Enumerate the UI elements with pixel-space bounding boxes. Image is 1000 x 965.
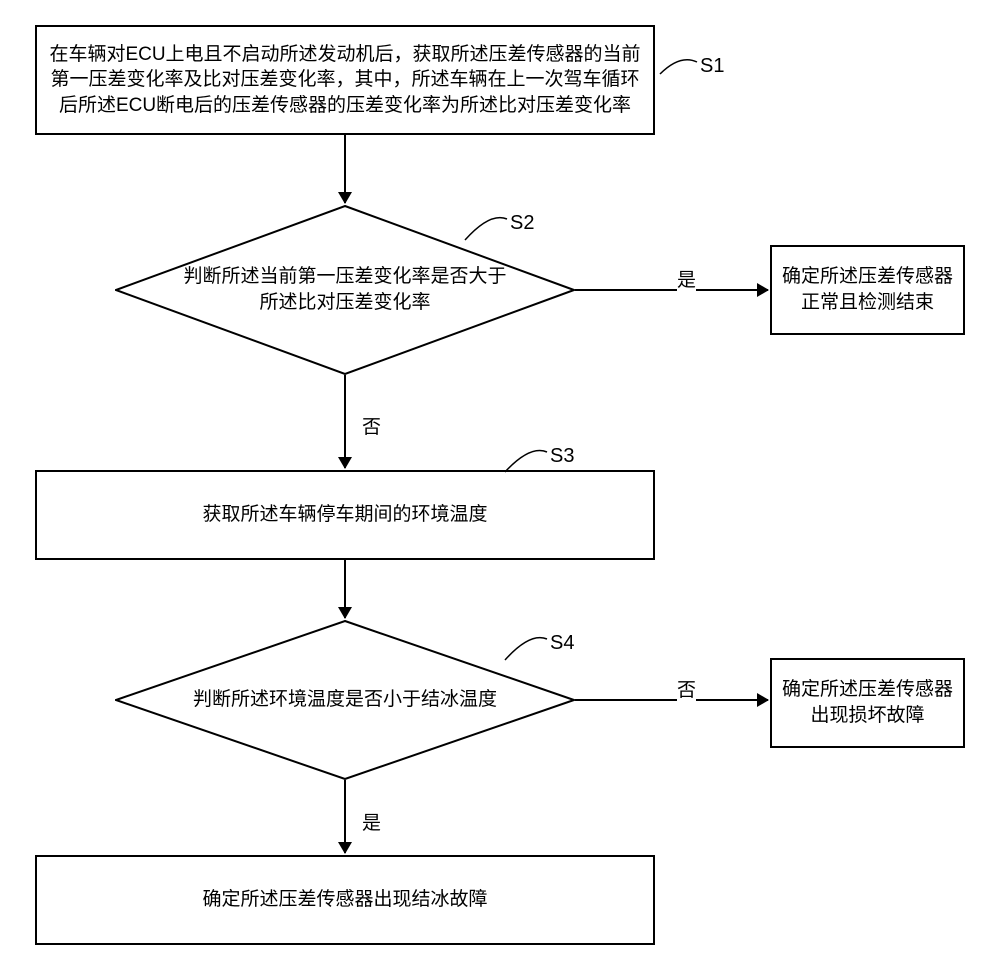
edge-label-s4-yes: 是	[362, 808, 381, 835]
step-label-s4: S4	[550, 632, 574, 655]
flowchart-container: 在车辆对ECU上电且不启动所述发动机后，获取所述压差传感器的当前第一压差变化率及…	[0, 0, 1000, 965]
node-s2: 判断所述当前第一压差变化率是否大于所述比对压差变化率	[115, 205, 575, 375]
step-label-s2: S2	[510, 212, 534, 235]
node-s5: 确定所述压差传感器出现结冰故障	[35, 855, 655, 945]
node-s4-no-text: 确定所述压差传感器出现损坏故障	[782, 677, 953, 728]
node-s2-text: 判断所述当前第一压差变化率是否大于所述比对压差变化率	[115, 205, 575, 375]
edge-label-s2-no: 否	[362, 412, 381, 439]
edge-label-s2-yes: 是	[677, 265, 696, 292]
node-s3: 获取所述车辆停车期间的环境温度	[35, 470, 655, 560]
edge-label-s4-no: 否	[677, 675, 696, 702]
node-s2-yes-text: 确定所述压差传感器正常且检测结束	[782, 264, 953, 315]
node-s2-yes: 确定所述压差传感器正常且检测结束	[770, 245, 965, 335]
node-s5-text: 确定所述压差传感器出现结冰故障	[202, 887, 487, 913]
step-label-s1: S1	[700, 55, 724, 78]
node-s4-no: 确定所述压差传感器出现损坏故障	[770, 658, 965, 748]
step-label-s3: S3	[550, 445, 574, 468]
node-s4: 判断所述环境温度是否小于结冰温度	[115, 620, 575, 780]
node-s3-text: 获取所述车辆停车期间的环境温度	[202, 502, 487, 528]
node-s1-text: 在车辆对ECU上电且不启动所述发动机后，获取所述压差传感器的当前第一压差变化率及…	[47, 42, 643, 119]
node-s1: 在车辆对ECU上电且不启动所述发动机后，获取所述压差传感器的当前第一压差变化率及…	[35, 25, 655, 135]
node-s4-text: 判断所述环境温度是否小于结冰温度	[115, 620, 575, 780]
